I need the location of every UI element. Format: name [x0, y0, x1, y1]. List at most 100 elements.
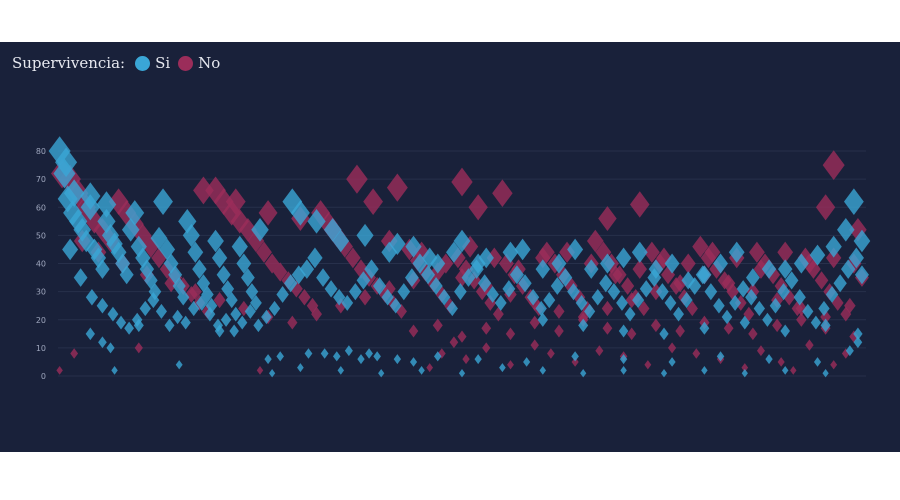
- data-point-si[interactable]: [761, 259, 777, 279]
- data-point-si[interactable]: [713, 297, 725, 314]
- data-point-si[interactable]: [139, 300, 151, 317]
- data-point-no[interactable]: [475, 283, 489, 301]
- data-point-no[interactable]: [213, 291, 226, 309]
- data-point-si[interactable]: [341, 294, 354, 311]
- data-point-no[interactable]: [629, 191, 650, 218]
- data-point-si[interactable]: [172, 277, 186, 295]
- data-point-si[interactable]: [196, 274, 211, 293]
- data-point-si[interactable]: [535, 259, 551, 279]
- data-point-no[interactable]: [287, 315, 298, 330]
- data-point-no[interactable]: [538, 241, 555, 263]
- data-point-no[interactable]: [627, 327, 637, 341]
- data-point-si[interactable]: [454, 283, 467, 301]
- data-point-si[interactable]: [837, 217, 855, 242]
- data-point-no[interactable]: [462, 354, 470, 365]
- data-point-si[interactable]: [225, 291, 238, 309]
- data-point-no[interactable]: [363, 188, 384, 216]
- data-point-si[interactable]: [96, 297, 109, 314]
- data-point-si[interactable]: [264, 354, 272, 365]
- data-point-no[interactable]: [306, 297, 319, 314]
- data-point-si[interactable]: [276, 286, 289, 303]
- data-point-no[interactable]: [481, 321, 492, 335]
- data-point-no[interactable]: [298, 289, 311, 306]
- data-point-si[interactable]: [660, 368, 668, 378]
- data-point-no[interactable]: [595, 345, 604, 357]
- data-point-si[interactable]: [680, 291, 693, 309]
- data-point-si[interactable]: [381, 289, 394, 306]
- data-point-no[interactable]: [795, 300, 808, 317]
- data-point-si[interactable]: [299, 259, 315, 279]
- data-point-no[interactable]: [432, 318, 443, 333]
- data-point-si[interactable]: [509, 265, 524, 285]
- data-point-si[interactable]: [69, 209, 88, 234]
- data-point-si[interactable]: [97, 209, 116, 234]
- data-point-no[interactable]: [815, 194, 836, 221]
- data-point-si[interactable]: [745, 268, 760, 287]
- data-point-si[interactable]: [793, 289, 806, 306]
- data-point-no[interactable]: [748, 327, 758, 341]
- data-point-no[interactable]: [498, 253, 514, 274]
- data-point-si[interactable]: [777, 259, 793, 279]
- data-point-si[interactable]: [551, 253, 567, 274]
- data-point-no[interactable]: [256, 366, 264, 375]
- data-point-si[interactable]: [307, 247, 323, 269]
- data-point-si[interactable]: [810, 315, 822, 330]
- data-point-no[interactable]: [649, 283, 663, 301]
- data-point-si[interactable]: [639, 280, 653, 298]
- data-point-no[interactable]: [358, 289, 372, 306]
- data-point-si[interactable]: [245, 283, 259, 301]
- data-point-no[interactable]: [602, 321, 613, 335]
- data-point-no[interactable]: [686, 300, 698, 317]
- data-point-si[interactable]: [813, 357, 822, 367]
- data-point-si[interactable]: [282, 188, 303, 216]
- data-point-si[interactable]: [178, 209, 197, 234]
- data-point-si[interactable]: [701, 366, 708, 375]
- data-point-si[interactable]: [323, 217, 342, 242]
- data-point-no[interactable]: [777, 241, 794, 263]
- data-point-si[interactable]: [119, 265, 134, 285]
- data-point-si[interactable]: [809, 244, 826, 266]
- legend-item-no[interactable]: No: [178, 54, 220, 72]
- data-point-si[interactable]: [739, 315, 750, 330]
- data-point-si[interactable]: [741, 368, 748, 378]
- data-point-si[interactable]: [704, 283, 718, 301]
- data-point-si[interactable]: [304, 348, 313, 359]
- data-point-si[interactable]: [745, 289, 758, 306]
- data-point-si[interactable]: [253, 318, 264, 333]
- data-point-si[interactable]: [182, 223, 200, 247]
- data-point-si[interactable]: [269, 368, 276, 378]
- data-point-si[interactable]: [494, 294, 507, 311]
- data-point-si[interactable]: [85, 289, 99, 306]
- data-point-si[interactable]: [236, 253, 252, 274]
- data-point-si[interactable]: [250, 294, 262, 311]
- data-point-si[interactable]: [843, 188, 864, 216]
- data-point-si[interactable]: [632, 291, 645, 309]
- data-point-si[interactable]: [526, 289, 540, 306]
- data-point-si[interactable]: [268, 300, 281, 317]
- data-point-si[interactable]: [284, 274, 298, 293]
- data-point-si[interactable]: [453, 229, 471, 253]
- data-point-si[interactable]: [599, 274, 613, 293]
- data-point-si[interactable]: [164, 318, 175, 333]
- data-point-si[interactable]: [664, 253, 680, 274]
- data-point-si[interactable]: [332, 351, 341, 362]
- data-point-si[interactable]: [780, 324, 790, 338]
- data-point-si[interactable]: [673, 306, 684, 322]
- data-point-si[interactable]: [624, 306, 636, 322]
- data-point-si[interactable]: [195, 294, 208, 311]
- data-point-si[interactable]: [251, 217, 269, 242]
- data-point-si[interactable]: [349, 283, 362, 301]
- data-point-si[interactable]: [833, 274, 847, 293]
- data-point-si[interactable]: [656, 283, 669, 301]
- data-point-si[interactable]: [214, 324, 225, 338]
- data-point-si[interactable]: [125, 200, 145, 226]
- data-point-si[interactable]: [729, 294, 741, 311]
- data-point-no[interactable]: [345, 247, 361, 269]
- data-point-si[interactable]: [389, 232, 406, 255]
- data-point-si[interactable]: [63, 179, 85, 208]
- data-point-si[interactable]: [205, 297, 218, 314]
- data-point-no[interactable]: [311, 306, 323, 322]
- data-point-si[interactable]: [192, 259, 207, 279]
- data-point-si[interactable]: [539, 366, 547, 375]
- data-point-si[interactable]: [297, 363, 304, 373]
